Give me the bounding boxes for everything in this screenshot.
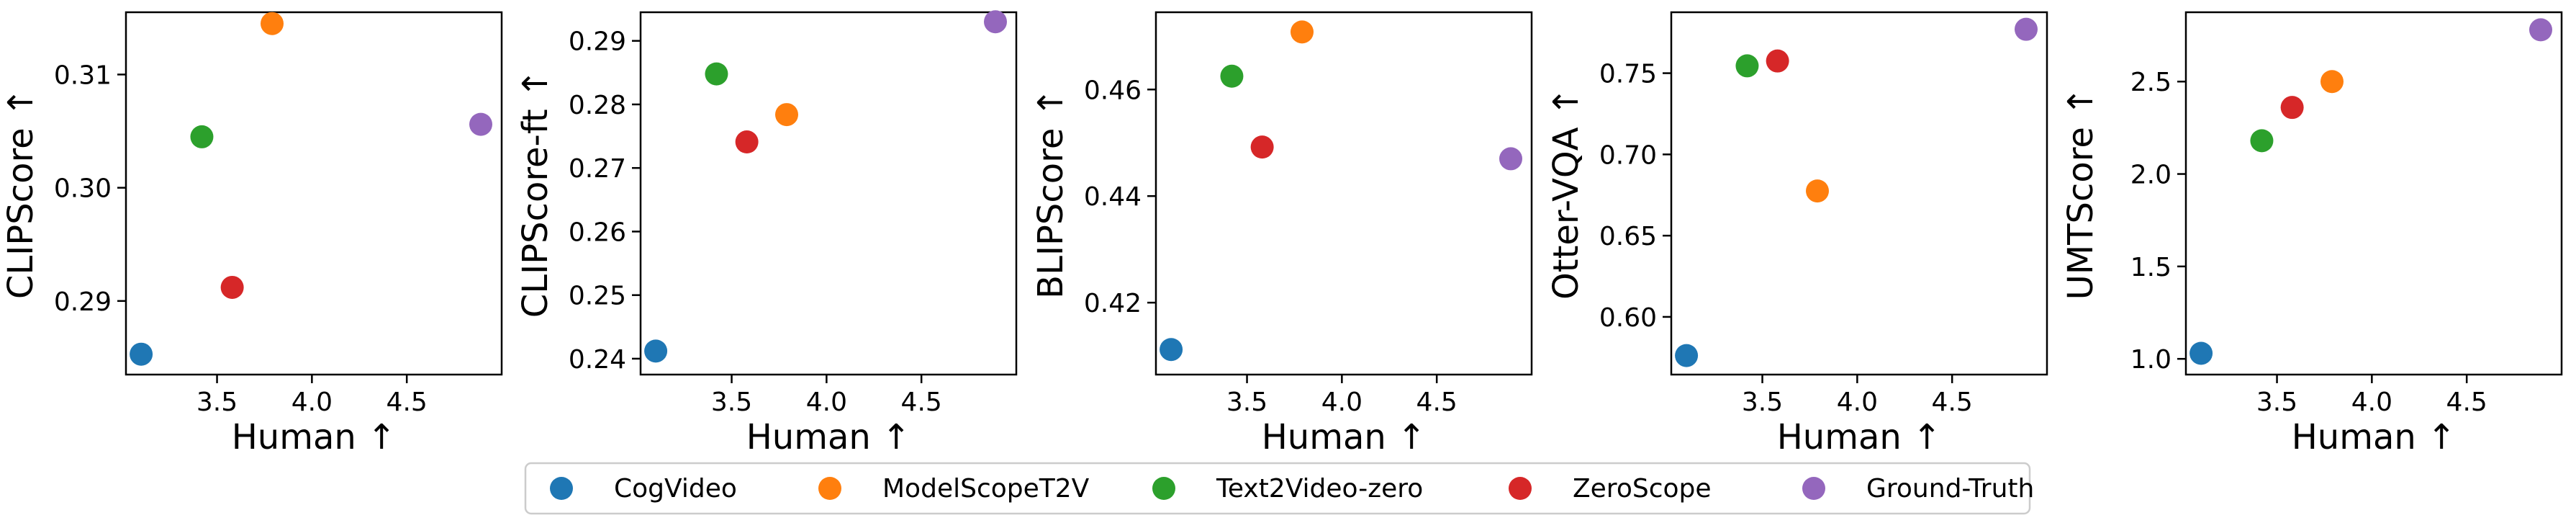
y-tick-label: 0.29 — [569, 27, 626, 57]
x-tick-label: 3.5 — [2256, 388, 2297, 417]
point-ground-truth — [469, 112, 492, 136]
y-axis-label: BLIPScore ↑ — [1031, 88, 1071, 299]
point-ground-truth — [1499, 147, 1522, 171]
x-tick-label: 4.5 — [1932, 388, 1973, 417]
legend-item: Text2Video-zero — [1152, 474, 1423, 504]
legend-item: Ground-Truth — [1802, 474, 2034, 504]
x-axis-label: Human ↑ — [2292, 417, 2457, 457]
x-tick-label: 4.5 — [2446, 388, 2487, 417]
legend-label: Text2Video-zero — [1216, 474, 1423, 504]
legend-label: ModelScopeT2V — [882, 474, 1090, 504]
y-tick-label: 0.46 — [1084, 76, 1142, 105]
subplot-3: 3.5 4.0 4.5 0.42 0.44 0.46 Human ↑ BLIPScore ↑ — [1031, 11, 1533, 457]
point-ground-truth — [984, 10, 1007, 34]
point-text2video-zero — [1220, 64, 1244, 88]
legend-item: CogVideo — [550, 474, 737, 504]
point-text2video-zero — [705, 62, 728, 86]
legend-label: Ground-Truth — [1866, 474, 2034, 504]
point-modelscopet2v — [1291, 20, 1314, 44]
x-tick-label: 3.5 — [196, 388, 238, 417]
legend-marker — [550, 477, 573, 500]
point-cogvideo — [1160, 338, 1183, 362]
point-modelscopet2v — [1806, 179, 1829, 203]
point-modelscopet2v — [2320, 70, 2344, 94]
y-tick-label: 0.60 — [1599, 303, 1657, 333]
y-tick-label: 0.29 — [54, 287, 112, 317]
y-tick-label: 0.30 — [54, 174, 112, 204]
point-zeroscope — [735, 130, 759, 154]
x-tick-label: 4.0 — [1321, 388, 1362, 417]
y-tick-label: 0.26 — [569, 218, 626, 247]
y-tick-label: 0.25 — [569, 282, 626, 311]
y-axis-label: CLIPScore ↑ — [1, 88, 41, 299]
y-tick-label: 1.5 — [2130, 253, 2171, 282]
subplots: 4.0 3.5 4.5 0.29 0.30 0.31 Human ↑ CLIPScore ↑ 3… — [1, 10, 2563, 457]
y-tick-label: 0.24 — [569, 345, 626, 375]
y-tick-label: 0.27 — [569, 154, 626, 184]
x-tick-label: 4.0 — [2351, 388, 2392, 417]
x-tick-label: 4.0 — [806, 388, 847, 417]
legend-item: ZeroScope — [1509, 474, 1712, 504]
point-cogvideo — [1675, 344, 1699, 367]
y-axis-label: CLIPScore-ft ↑ — [515, 69, 556, 318]
x-axis-label: Human ↑ — [1262, 417, 1427, 457]
y-axis-label: Otter-VQA ↑ — [1546, 87, 1586, 300]
legend-label: ZeroScope — [1573, 474, 1712, 504]
point-cogvideo — [130, 342, 153, 366]
x-tick-label: 4.5 — [901, 388, 942, 417]
legend-marker — [1152, 477, 1175, 500]
x-axis-label: Human ↑ — [746, 417, 911, 457]
y-tick-label: 0.75 — [1599, 60, 1657, 89]
axes-frame — [639, 11, 1018, 376]
legend-label: CogVideo — [614, 474, 737, 504]
x-tick-label: 3.5 — [711, 388, 752, 417]
point-zeroscope — [1250, 135, 1274, 159]
point-modelscopet2v — [261, 12, 284, 35]
legend-frame — [524, 462, 2031, 515]
y-tick-label: 1.0 — [2130, 345, 2171, 375]
point-text2video-zero — [2250, 129, 2274, 153]
point-zeroscope — [220, 275, 244, 299]
x-tick-label: 4.5 — [1416, 388, 1458, 417]
legend-item: ModelScopeT2V — [818, 474, 1090, 504]
point-text2video-zero — [1735, 54, 1759, 78]
y-tick-label: 0.28 — [569, 91, 626, 120]
x-tick-label: 4.5 — [387, 388, 428, 417]
point-text2video-zero — [190, 125, 214, 148]
point-zeroscope — [2280, 96, 2304, 120]
legend-marker — [818, 477, 841, 500]
axes-frame — [1670, 11, 2048, 376]
axes-frame — [2184, 11, 2563, 376]
subplot-4: 3.5 4.0 4.5 0.60 0.65 0.70 0.75 Human ↑ Otter-VQ… — [1546, 11, 2048, 457]
point-ground-truth — [2529, 18, 2552, 42]
point-ground-truth — [2015, 17, 2038, 41]
axes-frame — [125, 11, 503, 376]
x-tick-label: 3.5 — [1742, 388, 1783, 417]
subplot-1: 4.0 3.5 4.5 0.29 0.30 0.31 Human ↑ CLIPScore ↑ — [1, 11, 503, 457]
y-tick-label: 0.70 — [1599, 140, 1657, 170]
point-cogvideo — [2189, 341, 2213, 365]
y-tick-label: 0.65 — [1599, 222, 1657, 251]
y-tick-label: 2.5 — [2130, 68, 2171, 97]
x-tick-label: 4.0 — [1837, 388, 1878, 417]
x-axis-label: Human ↑ — [1777, 417, 1942, 457]
legend-marker — [1802, 477, 1825, 500]
x-axis-label: Human ↑ — [232, 417, 397, 457]
point-zeroscope — [1766, 49, 1789, 73]
y-tick-label: 2.0 — [2130, 161, 2171, 190]
subplot-2: 3.5 4.0 4.5 0.24 0.25 0.26 0.27 0.28 0.29 Human ↑… — [515, 10, 1018, 457]
y-tick-label: 0.42 — [1084, 289, 1142, 318]
x-tick-label: 3.5 — [1226, 388, 1267, 417]
y-tick-label: 0.44 — [1084, 182, 1142, 212]
x-tick-label: 4.0 — [292, 388, 333, 417]
y-tick-label: 0.31 — [54, 61, 112, 90]
legend: CogVideo ModelScopeT2V Text2Video-zero Zero… — [524, 462, 2034, 515]
legend-marker — [1509, 477, 1532, 500]
subplot-5: 3.5 4.0 4.5 1.0 1.5 2.0 2.5 Human ↑ UMTScore ↑ — [2061, 11, 2563, 457]
point-modelscopet2v — [775, 103, 798, 127]
y-axis-label: UMTScore ↑ — [2061, 87, 2101, 300]
point-cogvideo — [644, 339, 668, 363]
axes-frame — [1154, 11, 1533, 376]
